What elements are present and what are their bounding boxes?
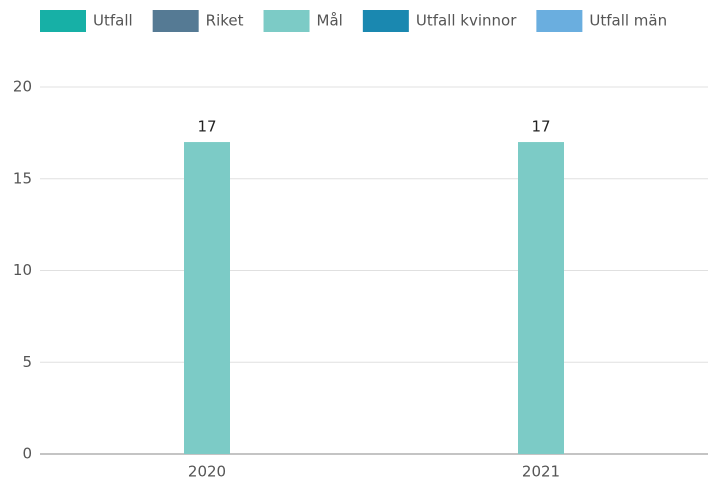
legend-swatch — [40, 10, 86, 32]
y-tick-label: 0 — [22, 445, 32, 463]
legend-label: Utfall — [93, 12, 133, 30]
y-tick-label: 5 — [22, 353, 32, 371]
data-label: 17 — [197, 118, 216, 136]
legend-swatch — [362, 10, 409, 32]
x-tick-label: 2020 — [188, 463, 226, 481]
y-tick-label: 20 — [13, 78, 32, 96]
legend-label: Mål — [317, 12, 343, 30]
legend-swatch — [536, 10, 583, 32]
legend-swatch — [152, 10, 199, 32]
bar — [518, 142, 564, 455]
legend-swatch — [263, 10, 310, 32]
bar — [184, 142, 230, 455]
y-tick-label: 15 — [13, 169, 32, 187]
data-label: 17 — [531, 118, 550, 136]
legend-label: Riket — [206, 12, 244, 30]
y-tick-label: 10 — [13, 261, 32, 279]
legend-label: Utfall kvinnor — [416, 12, 517, 30]
x-tick-label: 2021 — [522, 463, 560, 481]
legend-label: Utfall män — [589, 12, 667, 30]
